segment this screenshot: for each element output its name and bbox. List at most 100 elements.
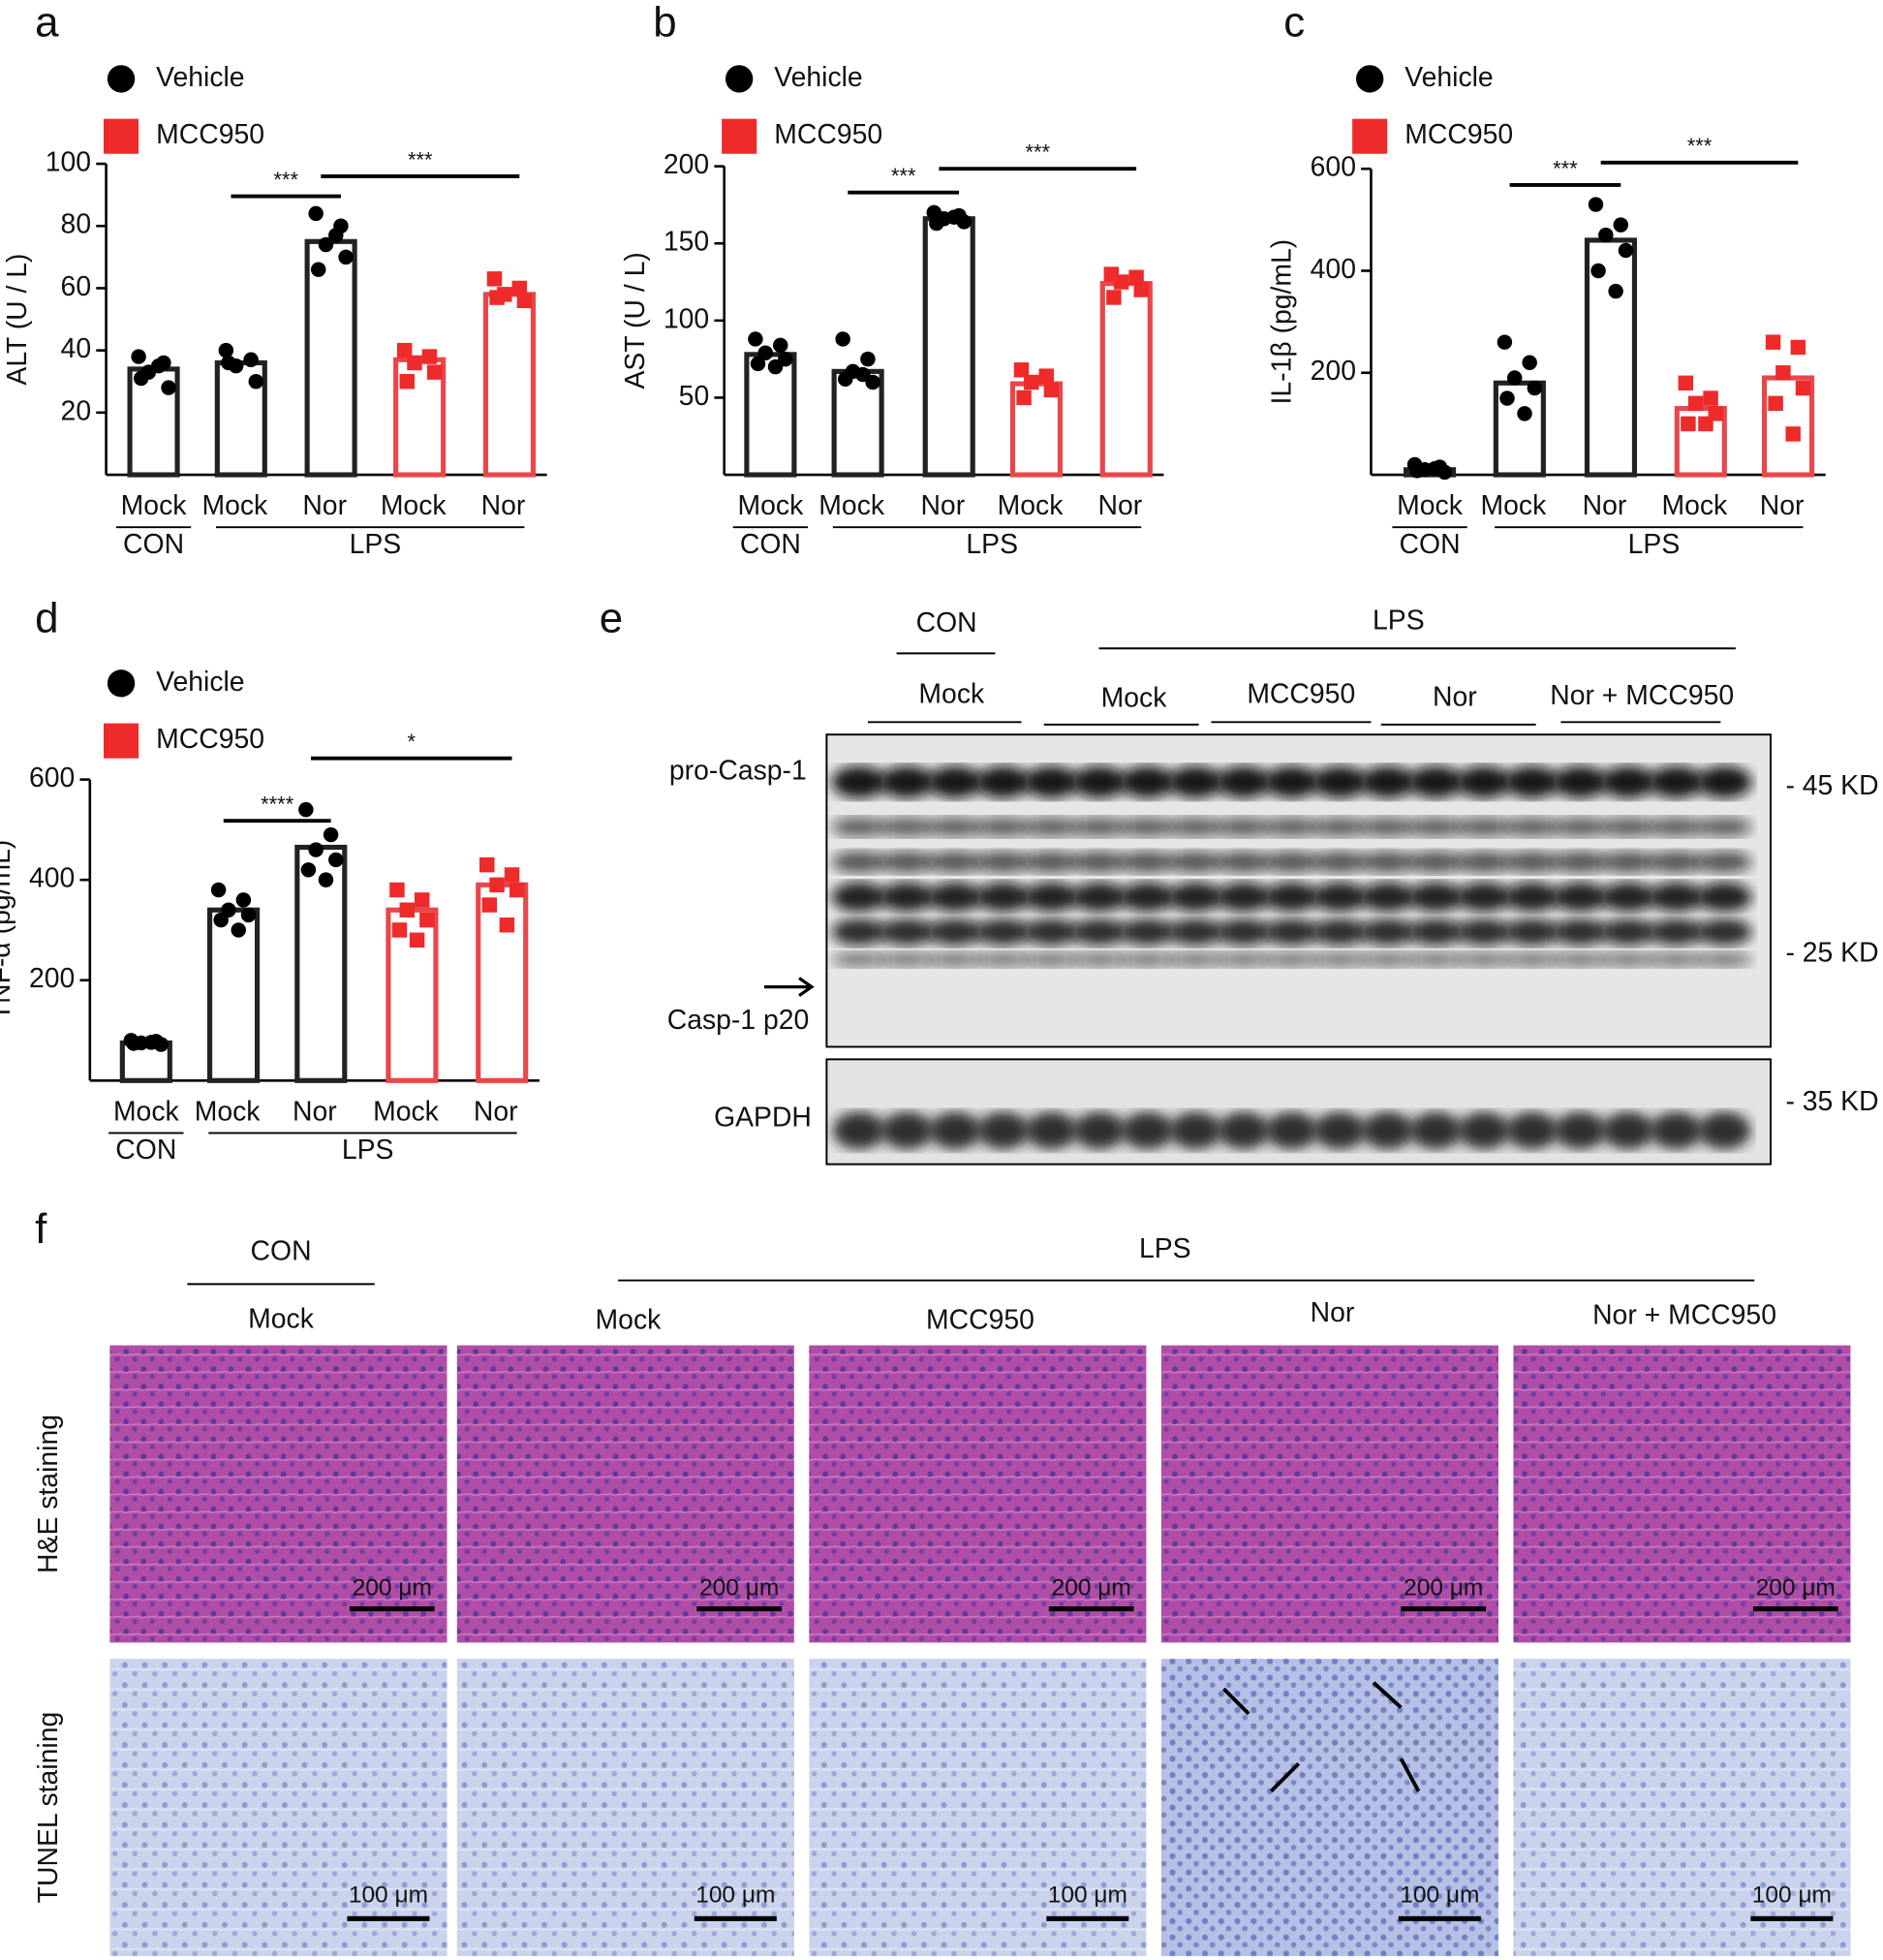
band <box>1649 882 1705 913</box>
band <box>1264 817 1319 837</box>
scale-bar-label: 100 μm <box>1400 1882 1479 1909</box>
group-label: CON <box>123 529 184 560</box>
data-point <box>1499 390 1515 406</box>
scale-bar-label: 200 μm <box>699 1574 779 1601</box>
y-tick-label: 60 <box>61 271 92 302</box>
band <box>1025 1111 1078 1150</box>
band <box>1456 951 1512 967</box>
data-point <box>1016 389 1032 406</box>
legend-marker <box>1352 118 1388 154</box>
data-point <box>310 262 326 277</box>
band <box>1071 918 1127 947</box>
legend-marker <box>107 65 136 93</box>
band <box>880 882 935 913</box>
x-tick-label: Nor <box>293 1096 337 1127</box>
panel-label: b <box>653 0 676 47</box>
data-point <box>1588 197 1604 212</box>
y-tick-label: 20 <box>61 395 92 426</box>
data-point <box>221 355 236 371</box>
data-point <box>1128 269 1144 285</box>
band <box>1600 817 1656 837</box>
data-point <box>240 907 257 923</box>
x-tick-label: Mock <box>373 1096 440 1127</box>
band <box>1265 1111 1318 1150</box>
band <box>1553 951 1608 967</box>
band <box>831 918 887 947</box>
band <box>1600 851 1656 874</box>
data-point <box>1703 390 1718 406</box>
group-label: CON <box>740 529 801 560</box>
band <box>1408 765 1464 798</box>
data-point <box>1613 217 1629 233</box>
bar <box>1099 281 1153 478</box>
band <box>1456 882 1512 913</box>
band <box>927 817 983 837</box>
data-point <box>1795 380 1811 396</box>
band <box>1167 817 1223 837</box>
significance-label: *** <box>1553 156 1578 180</box>
data-point <box>1024 374 1039 390</box>
panel-label: d <box>35 594 58 641</box>
lane-label: Mock <box>1101 683 1168 714</box>
band <box>1312 882 1368 913</box>
band <box>1120 851 1176 874</box>
band <box>976 1111 1030 1150</box>
band <box>1360 882 1416 913</box>
band <box>880 851 935 874</box>
histology-grid: Mock 200 μm 100 μm Mock 200 μm 100 μm MCC950 20… <box>109 1297 1851 1956</box>
row-label: TUNEL staining <box>33 1712 64 1904</box>
band <box>1167 918 1223 947</box>
he-image <box>1160 1345 1498 1643</box>
band <box>1071 882 1127 913</box>
x-tick-label: Mock <box>201 490 268 521</box>
band <box>1312 851 1368 874</box>
bar <box>206 907 261 1083</box>
band <box>1698 1111 1751 1150</box>
data-point <box>396 342 413 358</box>
band <box>1553 882 1608 913</box>
data-point <box>929 215 944 232</box>
band <box>975 765 1032 798</box>
band <box>975 882 1032 913</box>
band <box>975 918 1032 947</box>
bar <box>476 882 529 1083</box>
data-point <box>143 1035 159 1050</box>
tunel-image <box>1513 1659 1851 1956</box>
band <box>1024 817 1079 837</box>
band <box>1696 918 1752 947</box>
scale-bar-label: 200 μm <box>353 1574 432 1601</box>
band <box>1360 765 1416 798</box>
group-label: LPS <box>1628 529 1681 560</box>
data-point <box>1608 283 1623 299</box>
x-tick-label: Nor <box>302 490 347 521</box>
legend-label: Vehicle <box>156 667 244 698</box>
tunel-image <box>109 1659 448 1956</box>
data-point <box>1133 282 1149 297</box>
x-tick-label: Nor <box>1583 490 1627 521</box>
x-tick-label: Nor <box>1760 490 1805 521</box>
legend-label: Vehicle <box>774 62 862 93</box>
band <box>1456 765 1512 798</box>
band <box>880 1111 934 1150</box>
data-point <box>126 1036 141 1051</box>
band <box>1696 951 1752 967</box>
band <box>1120 918 1176 947</box>
x-tick-label: Nor <box>474 1096 518 1127</box>
scale-bar-label: 100 μm <box>349 1882 428 1909</box>
scale-bar-label: 200 μm <box>1052 1574 1131 1601</box>
bar <box>294 844 348 1083</box>
data-point <box>489 877 505 893</box>
lane-label: Nor <box>1433 681 1477 712</box>
band <box>880 951 935 967</box>
data-point <box>235 892 252 908</box>
bar <box>922 216 975 478</box>
x-tick-label: Mock <box>998 490 1065 521</box>
band <box>1216 918 1272 947</box>
x-tick-label: Mock <box>738 490 805 521</box>
band <box>1600 918 1656 947</box>
x-tick-label: Mock <box>1397 490 1464 521</box>
bar <box>1009 381 1064 478</box>
band <box>1169 1111 1222 1150</box>
band <box>1073 1111 1127 1150</box>
